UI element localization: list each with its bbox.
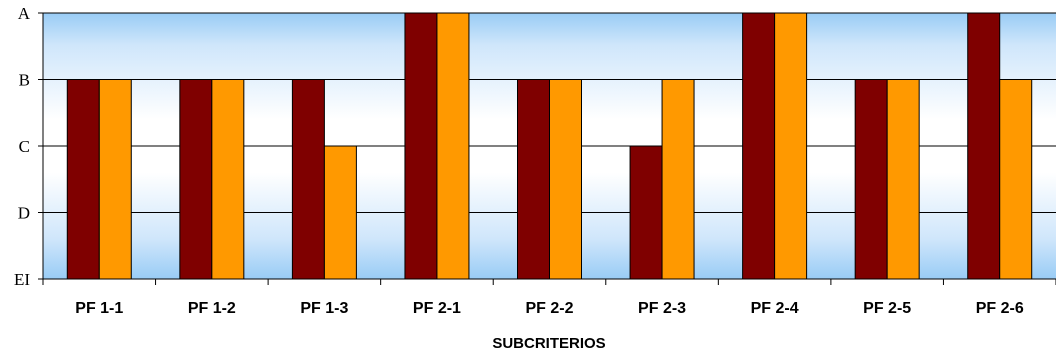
x-tick-label: PF 1-2 [188, 300, 236, 317]
x-tick-labels: PF 1-1 PF 1-2 PF 1-3 PF 2-1 PF 2-2 PF 2-3 PF 2… [75, 300, 1024, 317]
y-tick-label: EI [14, 270, 30, 289]
x-tick-label: PF 2-5 [863, 300, 911, 317]
bar [437, 13, 469, 279]
bar [67, 80, 99, 280]
bar [550, 80, 582, 280]
y-tick-labels: EI D C B A [14, 4, 31, 289]
bar [99, 80, 131, 280]
x-tick-label: PF 1-1 [75, 300, 123, 317]
y-tick-label: C [19, 137, 30, 156]
bar [775, 13, 807, 279]
bar [405, 13, 437, 279]
bar [324, 146, 356, 279]
bar [212, 80, 244, 280]
bar [662, 80, 694, 280]
bar [855, 80, 887, 280]
bar [518, 80, 550, 280]
x-tick-label: PF 1-3 [300, 300, 348, 317]
x-axis-title: SUBCRITERIOS [492, 335, 605, 352]
x-tick-label: PF 2-3 [638, 300, 686, 317]
y-tick-label: B [19, 71, 30, 90]
y-tick-label: D [18, 204, 30, 223]
x-tick-label: PF 2-4 [751, 300, 799, 317]
x-tick-label: PF 2-6 [976, 300, 1024, 317]
x-tick-label: PF 2-1 [413, 300, 461, 317]
bar [887, 80, 919, 280]
bar [743, 13, 775, 279]
bar [180, 80, 212, 280]
y-tick-label: A [18, 4, 31, 23]
bar [1000, 80, 1032, 280]
bar [292, 80, 324, 280]
bar [630, 146, 662, 279]
bar [968, 13, 1000, 279]
x-tick-label: PF 2-2 [525, 300, 573, 317]
